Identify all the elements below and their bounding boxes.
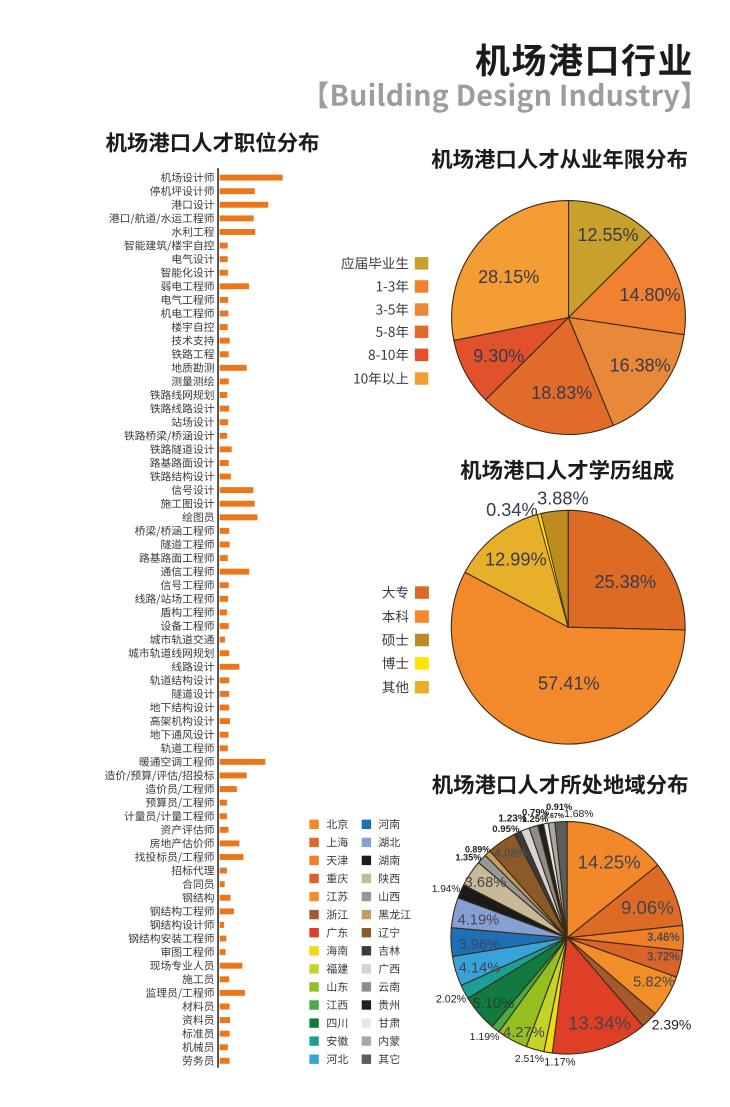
svg-text:0.34%: 0.34% [486, 500, 538, 520]
svg-text:0.89%: 0.89% [465, 844, 490, 854]
svg-text:2.51%: 2.51% [515, 1054, 544, 1065]
svg-text:2.39%: 2.39% [652, 1017, 692, 1033]
svg-text:0.95%: 0.95% [492, 824, 520, 835]
svg-text:4.27%: 4.27% [503, 1025, 545, 1041]
svg-text:13.34%: 13.34% [568, 1012, 631, 1033]
svg-text:4.14%: 4.14% [459, 960, 501, 976]
svg-text:4.08%: 4.08% [494, 848, 527, 860]
svg-text:28.15%: 28.15% [478, 267, 539, 287]
svg-text:12.99%: 12.99% [485, 550, 547, 570]
svg-text:1.17%: 1.17% [544, 1056, 575, 1068]
svg-text:3.46%: 3.46% [647, 932, 680, 944]
svg-text:5.10%: 5.10% [473, 996, 515, 1012]
svg-text:18.83%: 18.83% [531, 383, 592, 403]
svg-text:57.41%: 57.41% [538, 673, 600, 693]
svg-text:1.23%: 1.23% [498, 814, 526, 825]
svg-text:1.25%: 1.25% [522, 813, 549, 824]
svg-text:25.38%: 25.38% [594, 572, 656, 592]
svg-text:3.68%: 3.68% [465, 875, 507, 891]
svg-text:1.35%: 1.35% [455, 852, 481, 862]
svg-text:14.25%: 14.25% [578, 851, 641, 872]
svg-text:4.19%: 4.19% [458, 912, 500, 928]
svg-text:0.79%: 0.79% [522, 808, 550, 819]
svg-text:1.94%: 1.94% [432, 884, 460, 895]
svg-text:0.67%: 0.67% [544, 813, 565, 820]
svg-text:5.82%: 5.82% [633, 975, 675, 991]
svg-text:9.06%: 9.06% [621, 897, 674, 918]
svg-text:3.88%: 3.88% [537, 488, 589, 508]
svg-text:1.19%: 1.19% [470, 1031, 500, 1043]
svg-text:3.72%: 3.72% [647, 952, 680, 964]
svg-text:0.91%: 0.91% [546, 802, 572, 812]
svg-text:2.02%: 2.02% [436, 993, 467, 1005]
svg-text:9.30%: 9.30% [473, 346, 524, 366]
svg-text:1.68%: 1.68% [564, 809, 593, 820]
svg-text:16.38%: 16.38% [610, 356, 671, 376]
svg-text:3.96%: 3.96% [458, 937, 500, 953]
svg-text:12.55%: 12.55% [577, 225, 638, 245]
svg-text:14.80%: 14.80% [619, 285, 680, 305]
